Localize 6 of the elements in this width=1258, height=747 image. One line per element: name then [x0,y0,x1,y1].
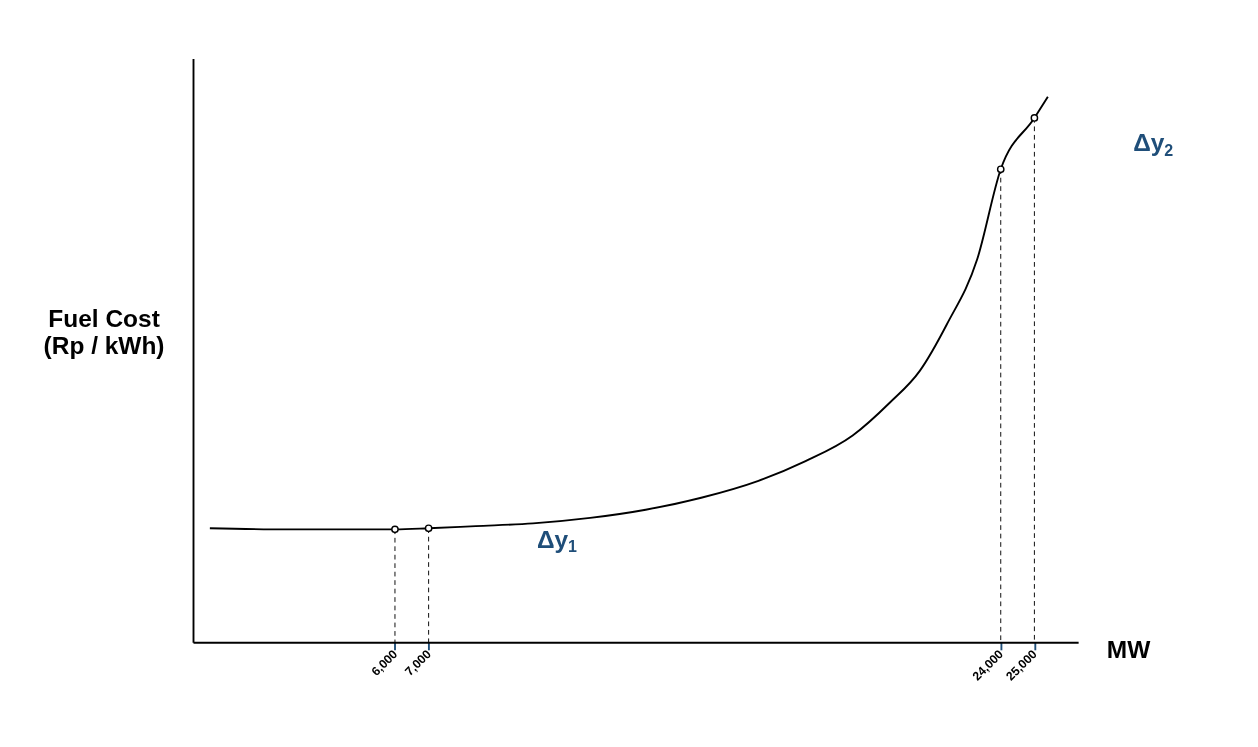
point [1030,114,1039,122]
point [391,525,399,534]
y-axis-title: Fuel Cost (Rp / kWh) [43,305,165,359]
point [996,165,1005,174]
point [424,524,433,533]
x-axis-title: MW [1106,635,1152,663]
